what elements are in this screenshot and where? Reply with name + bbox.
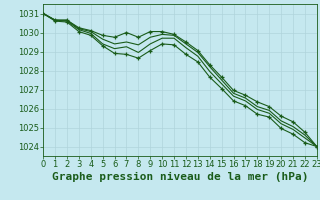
X-axis label: Graphe pression niveau de la mer (hPa): Graphe pression niveau de la mer (hPa) [52,172,308,182]
